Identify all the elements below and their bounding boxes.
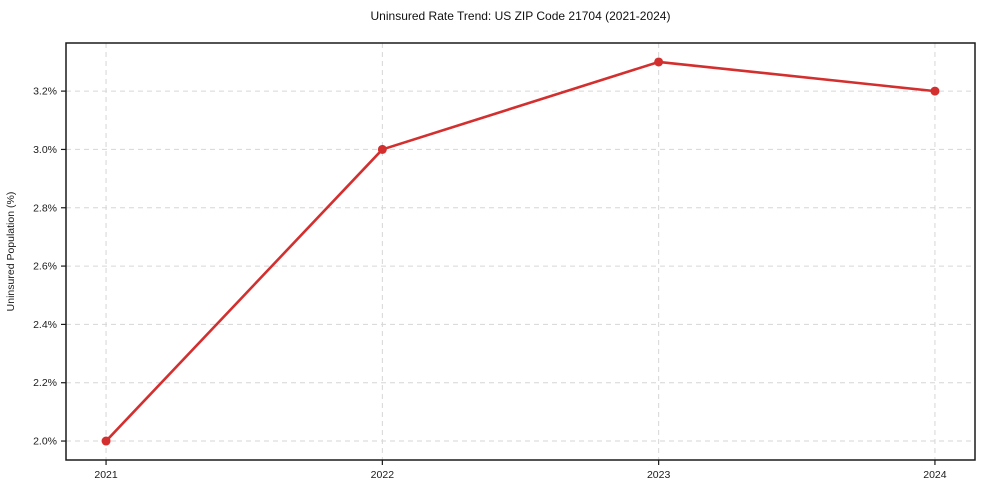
data-point bbox=[654, 57, 664, 67]
chart-title: Uninsured Rate Trend: US ZIP Code 21704 … bbox=[370, 9, 671, 23]
data-point bbox=[377, 144, 387, 154]
data-point bbox=[930, 86, 940, 96]
data-line bbox=[104, 60, 937, 443]
x-tick-label: 2024 bbox=[923, 469, 947, 481]
x-tick-label: 2023 bbox=[647, 469, 671, 481]
x-tick-label: 2022 bbox=[371, 469, 395, 481]
y-tick-label: 3.2% bbox=[33, 86, 57, 98]
y-tick-label: 3.0% bbox=[33, 144, 57, 156]
x-tick-label: 2021 bbox=[94, 469, 118, 481]
plot-border bbox=[65, 42, 976, 461]
y-tick-label: 2.8% bbox=[33, 202, 57, 214]
y-tick-label: 2.2% bbox=[33, 377, 57, 389]
y-tick-label: 2.6% bbox=[33, 261, 57, 273]
y-tick-label: 2.4% bbox=[33, 319, 57, 331]
y-axis-label: Uninsured Population (%) bbox=[5, 192, 17, 312]
data-point bbox=[101, 436, 111, 446]
y-tick-label: 2.0% bbox=[33, 436, 57, 448]
